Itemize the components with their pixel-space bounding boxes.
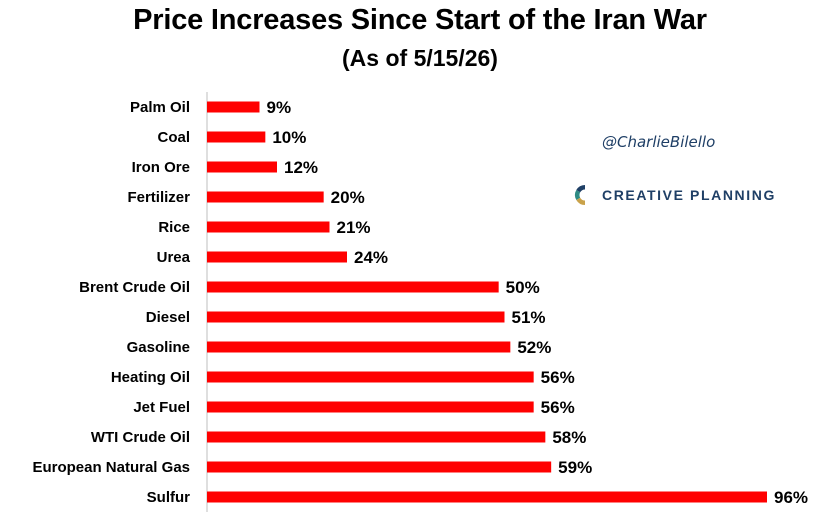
bar [207,281,499,293]
bar [207,401,534,413]
bar-value-label: 59% [558,458,592,477]
bar-value-label: 56% [541,368,575,387]
bar-value-label: 51% [512,308,546,327]
bar-value-label: 9% [267,98,292,117]
bar-value-label: 24% [354,248,388,267]
bar [207,461,552,473]
bar [207,251,347,263]
bar-value-label: 12% [284,158,318,177]
bar-value-label: 10% [272,128,306,147]
category-label: Diesel [146,309,190,326]
author-handle: @CharlieBilello [602,133,716,151]
bar [207,191,324,203]
bar-value-label: 50% [506,278,540,297]
bar [207,221,330,233]
bar-value-label: 96% [774,488,808,507]
bar [207,371,534,383]
creative-planning-c-logo-icon [574,184,585,206]
bar-value-label: 21% [337,218,371,237]
bar [207,311,505,323]
category-label: Brent Crude Oil [79,279,190,296]
bar [207,491,767,503]
bar [207,161,277,173]
category-label: Rice [158,219,190,236]
category-label: Fertilizer [127,189,190,206]
bar [207,131,266,143]
category-label: Sulfur [147,489,190,506]
category-label: WTI Crude Oil [91,429,190,446]
creative-planning-logo: CREATIVE PLANNING [574,184,776,206]
category-label: Coal [157,129,190,146]
category-label: European Natural Gas [32,459,190,476]
chart-title: Price Increases Since Start of the Iran … [133,4,707,36]
category-label: Iron Ore [132,159,190,176]
bar [207,431,546,443]
bar-value-label: 58% [552,428,586,447]
category-label: Heating Oil [111,369,190,386]
category-label: Gasoline [127,339,190,356]
bar [207,101,260,113]
bar-value-label: 56% [541,398,575,417]
bar [207,341,511,353]
logo-text: CREATIVE PLANNING [602,187,776,203]
category-label: Jet Fuel [133,399,190,416]
bar-value-label: 52% [517,338,551,357]
chart-subtitle: (As of 5/15/26) [342,45,498,71]
bar-value-label: 20% [331,188,365,207]
category-label: Palm Oil [130,99,190,116]
category-label: Urea [157,249,191,266]
